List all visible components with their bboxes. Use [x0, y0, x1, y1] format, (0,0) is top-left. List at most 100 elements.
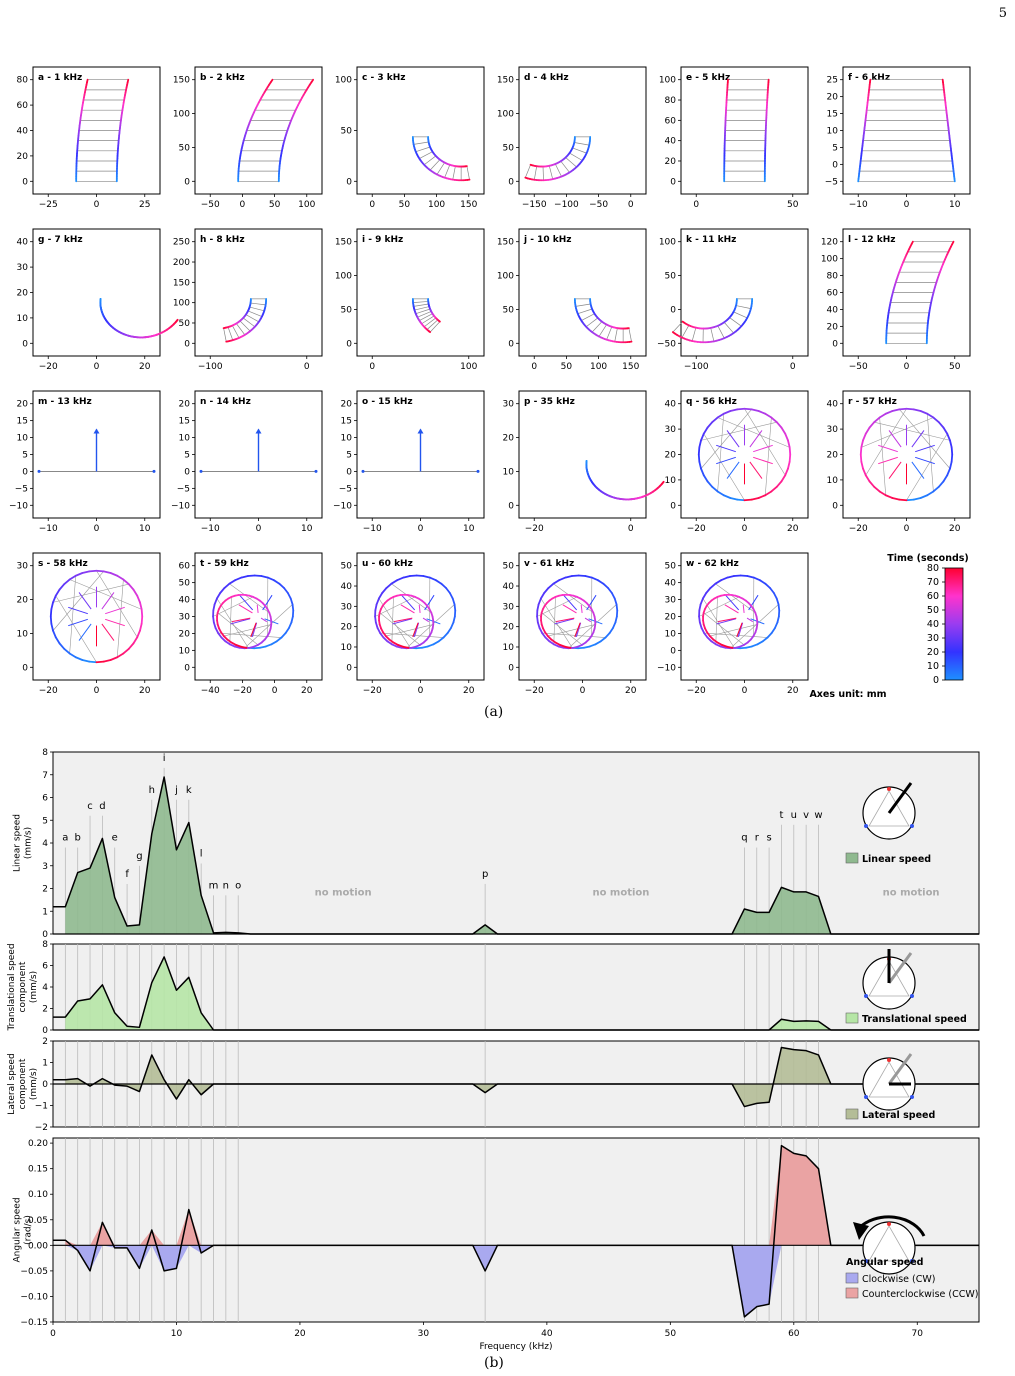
chord	[700, 409, 752, 469]
rung	[525, 164, 531, 178]
y-tick-label: −10	[657, 663, 676, 673]
chord	[553, 596, 556, 645]
trajectory-edge	[544, 636, 551, 643]
trajectory-edge	[912, 497, 922, 501]
y-tick-label: 100	[497, 272, 514, 282]
heading-arrow	[562, 604, 577, 614]
speed-chart-3: −0.15 −0.10 −0.05 0.00 0.05 0.10 0.15 0.20 Angul…	[13, 1137, 980, 1352]
rest-point	[152, 469, 156, 473]
trajectory-edge	[109, 572, 119, 577]
rung	[691, 327, 697, 342]
heading-arrow	[749, 430, 763, 448]
trajectory-edge	[88, 569, 98, 573]
rung	[423, 155, 437, 166]
y-tick-label: 0	[184, 467, 190, 477]
heading-arrow	[748, 594, 759, 611]
trajectory-edge	[722, 410, 732, 415]
trajectory-edge	[536, 603, 540, 612]
trajectory-edge	[868, 480, 876, 488]
y-tick-label: 50	[503, 562, 515, 572]
y-tick-label: 1	[42, 907, 48, 917]
trajectory-edge	[63, 647, 71, 655]
chord	[244, 604, 293, 649]
heading-arrow	[737, 622, 744, 638]
y-axis-label: Lateral speed	[7, 1053, 17, 1114]
colorbar-label: Time (seconds)	[887, 553, 969, 564]
x-tick-label: 100	[590, 362, 607, 372]
chord	[874, 421, 951, 441]
chord	[547, 624, 596, 637]
chord	[698, 596, 740, 617]
y-tick-label: 0	[346, 467, 352, 477]
y-tick-label: 60	[17, 101, 29, 111]
y-tick-label: 50	[503, 143, 515, 153]
y-tick-label: 100	[497, 110, 514, 120]
heading-arrow	[251, 622, 258, 638]
panel-title: j - 10 kHz	[523, 235, 572, 245]
x-tick-label: 150	[622, 362, 639, 372]
trajectory-edge	[905, 498, 915, 502]
trajectory-edge	[49, 615, 53, 625]
rung	[249, 306, 265, 312]
y-tick-label: 10	[827, 476, 839, 486]
robot-icon	[862, 1053, 916, 1111]
trajectory-edge	[283, 587, 289, 594]
trajectory-edge	[788, 453, 792, 463]
trajectory-edge	[942, 474, 949, 483]
trajectory-edge	[784, 432, 789, 442]
chord	[229, 583, 270, 613]
y-tick-label: 0	[22, 663, 28, 673]
heading-arrow	[878, 444, 898, 453]
point-label: a	[62, 833, 68, 844]
trajectory-edge	[604, 632, 611, 639]
chord	[406, 604, 455, 649]
trajectory-edge	[873, 416, 881, 424]
y-tick-label: 0	[42, 1080, 48, 1090]
y-tick-label: 40	[17, 127, 29, 137]
trajectory-edge	[761, 636, 769, 643]
panel-frame	[518, 228, 647, 357]
heading-arrow	[716, 618, 737, 625]
trajectory-edge	[422, 575, 431, 579]
trajectory-edge	[878, 412, 887, 419]
y-tick-label: 0	[670, 646, 676, 656]
y-tick-label: 20	[827, 93, 839, 103]
chord	[879, 417, 887, 496]
y-axis-label: Translational speed	[7, 943, 17, 1031]
trajectory-edge	[937, 480, 945, 488]
panel-n: n - 14 kHz −10 0 10 −10 −5 0 5 10 15 20	[171, 390, 323, 534]
speed-line	[53, 956, 979, 1031]
y-tick-label: 50	[341, 305, 353, 315]
y-tick-label: 50	[503, 305, 515, 315]
trajectory-edge	[594, 640, 602, 646]
trajectory-edge	[770, 485, 778, 493]
velocity-arrow-icon	[887, 952, 913, 984]
y-tick-label: 10	[17, 314, 29, 324]
y-tick-label: 30	[665, 425, 677, 435]
trajectory-edge	[54, 636, 61, 645]
heading-arrow	[555, 617, 575, 623]
trajectory-edge	[860, 439, 864, 449]
x-tick-label: 0	[304, 362, 310, 372]
trajectory-edge	[140, 615, 144, 625]
trajectory-edge	[379, 632, 385, 639]
trajectory-edge	[584, 575, 593, 579]
heading-arrow	[753, 456, 773, 465]
y-tick-label: 20	[503, 434, 515, 444]
rung	[598, 324, 607, 337]
y-tick-label: 20	[341, 623, 353, 633]
speed-area	[65, 1047, 831, 1107]
legend-label: Translational speed	[862, 1014, 967, 1025]
y-tick-label: 0	[184, 663, 190, 673]
x-tick-label: 50	[269, 200, 281, 210]
rest-point	[314, 469, 318, 473]
panel-m: m - 13 kHz −10 0 10 −10 −5 0 5 10 15 20	[9, 390, 161, 534]
trajectory-edge	[780, 474, 787, 483]
rung	[223, 328, 227, 342]
y-tick-label: −5	[339, 484, 352, 494]
rung	[419, 151, 433, 159]
y-tick-label: 0	[346, 339, 352, 349]
x-tick-label: −50	[849, 362, 868, 372]
trajectory-edge	[127, 583, 135, 591]
x-tick-label: 100	[428, 200, 445, 210]
